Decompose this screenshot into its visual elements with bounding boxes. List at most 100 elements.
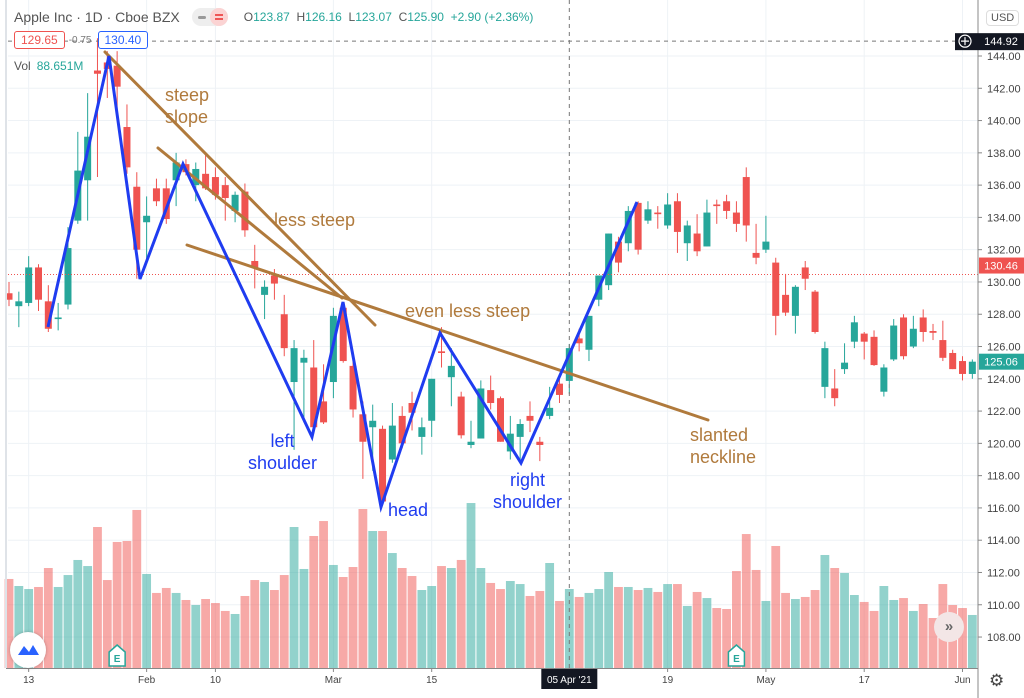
- volume-bar: [751, 569, 761, 668]
- volume-bar: [171, 592, 181, 668]
- candle-body: [880, 367, 888, 392]
- candle-body: [300, 357, 308, 363]
- volume-bar: [427, 586, 437, 668]
- volume-bar: [594, 589, 604, 668]
- volume-bar: [161, 587, 171, 668]
- steep-trendline[interactable]: [103, 50, 377, 327]
- earnings-marker-icon[interactable]: [108, 644, 126, 667]
- candle-body: [752, 252, 760, 258]
- volume-bar: [73, 559, 83, 668]
- volume-bar: [643, 587, 653, 668]
- volume-bar: [102, 580, 112, 668]
- candle-body: [15, 301, 23, 307]
- volume-bar: [407, 576, 417, 668]
- scroll-to-realtime-button[interactable]: »: [934, 612, 964, 642]
- change-value: +2.90 (+2.36%): [450, 10, 534, 24]
- candle-body: [909, 328, 917, 347]
- candle-body: [644, 209, 652, 221]
- volume-bar: [958, 608, 967, 668]
- candle-body: [25, 267, 33, 303]
- candle-body: [369, 420, 377, 428]
- volume-bar: [800, 596, 810, 668]
- annotation-right-shoulder: right shoulder: [493, 469, 562, 513]
- currency-button[interactable]: USD: [986, 10, 1020, 26]
- candle-body: [349, 365, 357, 410]
- volume-bar: [604, 572, 614, 668]
- volume-bar: [417, 590, 427, 668]
- volume-bar: [250, 580, 260, 668]
- volume-bar: [230, 613, 240, 668]
- y-tick-label: 132.00: [987, 245, 1021, 257]
- volume-bar: [270, 590, 279, 668]
- candle-body: [919, 317, 927, 332]
- volume-bar: [849, 595, 859, 668]
- volume-bar: [220, 610, 230, 668]
- earnings-marker-icon[interactable]: [727, 644, 746, 667]
- open-label: O: [243, 10, 254, 24]
- volume-bar: [899, 598, 908, 668]
- candle-body: [133, 186, 141, 250]
- candle-body: [320, 401, 328, 423]
- y-tick-label: 134.00: [987, 212, 1021, 224]
- candle-body: [241, 191, 249, 231]
- volume-bar: [564, 588, 574, 668]
- annotation-even-less-steep: even less steep: [405, 301, 531, 321]
- candle-body: [811, 291, 819, 332]
- volume-bar: [34, 586, 43, 668]
- candle-body: [693, 233, 701, 252]
- candle-body: [683, 225, 691, 244]
- svg-text:130.46: 130.46: [984, 261, 1018, 273]
- last-price-label: 125.06: [979, 353, 1024, 370]
- volume-value: 88.651M: [36, 59, 84, 73]
- candle-body: [310, 367, 318, 428]
- earnings-marker-label: E: [733, 654, 740, 665]
- volume-bar: [4, 578, 14, 668]
- high-value: 126.16: [305, 10, 342, 24]
- price-tag-left: 129.65: [14, 31, 65, 49]
- candle-body: [634, 202, 642, 250]
- volume-bar: [328, 564, 338, 668]
- candle-body: [801, 267, 809, 279]
- volume-bar: [476, 568, 486, 668]
- price-axis[interactable]: 144.00 142.00 140.00 138.00 136.00 134.00 132.…: [978, 51, 1021, 644]
- x-tick-label: 10: [210, 675, 222, 686]
- candle-body: [841, 362, 849, 370]
- tradingview-logo[interactable]: [10, 632, 46, 668]
- add-alert-plus-icon[interactable]: [958, 34, 972, 48]
- candle-body: [339, 307, 347, 362]
- candle-body: [664, 204, 672, 226]
- open-value: 123.87: [253, 10, 290, 24]
- volume-bar: [397, 568, 407, 668]
- candle-body: [438, 351, 446, 353]
- candle-body: [84, 136, 92, 181]
- volume-bar: [496, 589, 505, 668]
- volume-bar: [240, 595, 250, 668]
- candle-body: [44, 301, 52, 329]
- annotation-line: shoulder: [493, 492, 563, 512]
- volume-bars: [4, 503, 977, 668]
- symbol-title[interactable]: Apple Inc · 1D · Cboe BZX: [14, 9, 180, 25]
- volume-bar: [712, 608, 722, 668]
- time-axis[interactable]: 13 Feb 10 Mar 15 19 May 17 Jun: [23, 668, 971, 686]
- ohlc-readout: O123.87 H126.16 L123.07 C125.90 +2.90 (+…: [244, 10, 534, 24]
- reference-price-label: 130.46: [979, 257, 1024, 274]
- svg-text:125.06: 125.06: [984, 357, 1018, 369]
- volume-bar: [859, 601, 869, 668]
- candle-body: [732, 212, 740, 224]
- volume-bar: [741, 534, 751, 668]
- candle-body: [831, 388, 839, 399]
- volume-bar: [535, 590, 545, 668]
- volume-bar: [112, 541, 122, 668]
- candle-body: [172, 162, 180, 181]
- neckline-trendline[interactable]: [185, 243, 710, 422]
- head-and-shoulders-pattern[interactable]: [46, 55, 639, 513]
- settings-gear-icon[interactable]: ⚙: [989, 671, 1005, 690]
- candle-body: [359, 414, 367, 442]
- volume-bar: [633, 590, 643, 668]
- candle-body: [54, 317, 62, 320]
- earnings-marker-label: E: [114, 654, 121, 665]
- status-badge[interactable]: [191, 8, 228, 26]
- candle-body: [123, 127, 131, 168]
